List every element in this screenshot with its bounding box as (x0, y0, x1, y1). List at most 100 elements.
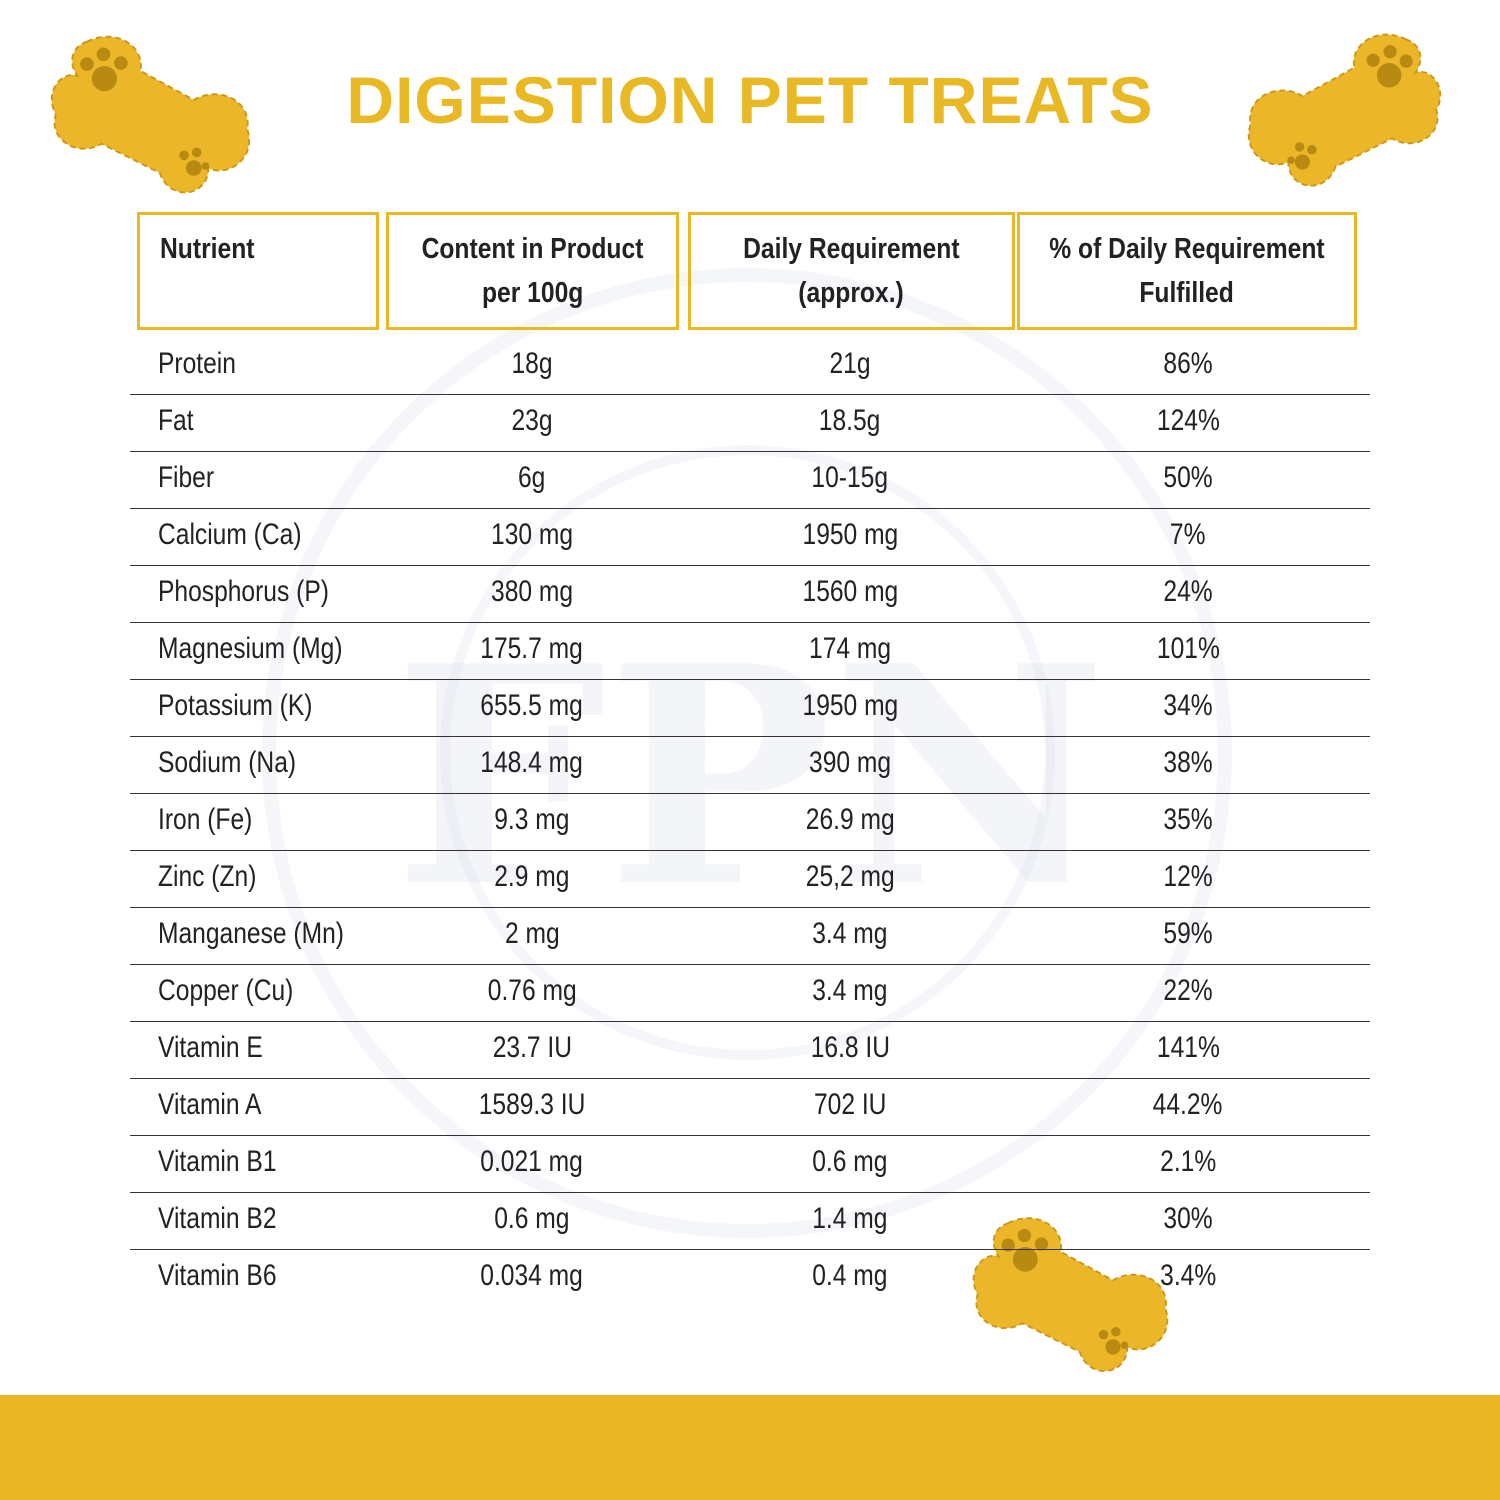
content-value-text: 23.7 IU (492, 1031, 572, 1064)
nutrient-name: Phosphorus (P) (158, 575, 366, 609)
nutrient-name: Potassium (K) (158, 689, 346, 723)
header-nutrient: Nutrient (137, 212, 379, 330)
daily-requirement-value-text: 3.4 mg (812, 974, 888, 1007)
header-text: Fulfilled (1139, 277, 1235, 309)
nutrient-name-text: Vitamin B1 (158, 1145, 277, 1178)
nutrient-name: Iron (Fe) (158, 803, 273, 837)
content-value: 2 mg (382, 917, 682, 951)
nutrient-name: Magnesium (Mg) (158, 632, 383, 666)
daily-requirement-value-text: 21g (829, 347, 871, 380)
nutrient-name-text: Phosphorus (P) (158, 575, 329, 608)
percent-fulfilled-value: 22% (1038, 974, 1338, 1008)
nutrient-name-text: Fat (158, 404, 194, 437)
content-value-text: 0.021 mg (480, 1145, 584, 1178)
daily-requirement-value: 0.6 mg (700, 1145, 1000, 1179)
daily-requirement-value-text: 18.5g (819, 404, 881, 437)
percent-fulfilled-value: 30% (1038, 1202, 1338, 1236)
nutrient-name: Fiber (158, 461, 226, 495)
content-value: 23g (382, 404, 682, 438)
content-value: 148.4 mg (382, 746, 682, 780)
percent-fulfilled-value: 7% (1038, 518, 1338, 552)
percent-fulfilled-value: 101% (1038, 632, 1338, 666)
content-value-text: 148.4 mg (480, 746, 584, 779)
header-text: per 100g (481, 277, 584, 309)
percent-fulfilled-value-text: 24% (1163, 575, 1213, 608)
percent-fulfilled-value-text: 44.2% (1153, 1088, 1223, 1121)
table-row: Zinc (Zn) 2.9 mg 25,2 mg 12% (130, 850, 1370, 908)
nutrient-name: Vitamin B1 (158, 1145, 303, 1179)
percent-fulfilled-value: 59% (1038, 917, 1338, 951)
daily-requirement-value: 3.4 mg (700, 974, 1000, 1008)
nutrient-name-text: Vitamin E (158, 1031, 263, 1064)
daily-requirement-value: 18.5g (700, 404, 1000, 438)
daily-requirement-value: 1560 mg (700, 575, 1000, 609)
percent-fulfilled-value: 38% (1038, 746, 1338, 780)
nutrient-name-text: Protein (158, 347, 236, 380)
daily-requirement-value: 0.4 mg (700, 1259, 1000, 1293)
nutrient-name-text: Copper (Cu) (158, 974, 294, 1007)
daily-requirement-value: 390 mg (700, 746, 1000, 780)
content-value-text: 175.7 mg (480, 632, 584, 665)
percent-fulfilled-value: 24% (1038, 575, 1338, 609)
daily-requirement-value: 174 mg (700, 632, 1000, 666)
daily-requirement-value-text: 16.8 IU (810, 1031, 890, 1064)
bone-paw-icon (50, 35, 251, 194)
bone-paw-icon (1247, 33, 1442, 187)
page-title: DIGESTION PET TREATS (346, 63, 1154, 137)
nutrient-name-text: Zinc (Zn) (158, 860, 257, 893)
percent-fulfilled-value: 124% (1038, 404, 1338, 438)
content-value: 9.3 mg (382, 803, 682, 837)
table-row: Calcium (Ca) 130 mg 1950 mg 7% (130, 508, 1370, 566)
percent-fulfilled-value-text: 50% (1163, 461, 1213, 494)
daily-requirement-value: 1950 mg (700, 689, 1000, 723)
nutrient-name: Calcium (Ca) (158, 518, 333, 552)
percent-fulfilled-value: 44.2% (1038, 1088, 1338, 1122)
nutrient-name: Vitamin A (158, 1088, 284, 1122)
percent-fulfilled-value: 2.1% (1038, 1145, 1338, 1179)
content-value-text: 655.5 mg (480, 689, 584, 722)
percent-fulfilled-value-text: 59% (1163, 917, 1213, 950)
content-value-text: 9.3 mg (494, 803, 570, 836)
content-value: 175.7 mg (382, 632, 682, 666)
percent-fulfilled-value-text: 101% (1156, 632, 1220, 665)
percent-fulfilled-value: 141% (1038, 1031, 1338, 1065)
content-value: 1589.3 IU (382, 1088, 682, 1122)
header-content: Content in Product per 100g (386, 212, 679, 330)
percent-fulfilled-value-text: 38% (1163, 746, 1213, 779)
nutrient-name: Vitamin B2 (158, 1202, 303, 1236)
percent-fulfilled-value-text: 7% (1170, 518, 1206, 551)
percent-fulfilled-value: 50% (1038, 461, 1338, 495)
daily-requirement-value: 1.4 mg (700, 1202, 1000, 1236)
daily-requirement-value: 10-15g (700, 461, 1000, 495)
percent-fulfilled-value-text: 35% (1163, 803, 1213, 836)
daily-requirement-value: 16.8 IU (700, 1031, 1000, 1065)
table-row: Copper (Cu) 0.76 mg 3.4 mg 22% (130, 964, 1370, 1022)
daily-requirement-value-text: 702 IU (813, 1088, 887, 1121)
content-value: 0.6 mg (382, 1202, 682, 1236)
percent-fulfilled-value: 3.4% (1038, 1259, 1338, 1293)
daily-requirement-value-text: 10-15g (811, 461, 889, 494)
content-value: 0.034 mg (382, 1259, 682, 1293)
percent-fulfilled-value-text: 22% (1163, 974, 1213, 1007)
header-text: Nutrient (160, 233, 255, 265)
percent-fulfilled-value-text: 141% (1156, 1031, 1220, 1064)
percent-fulfilled-value: 35% (1038, 803, 1338, 837)
table-row: Vitamin B6 0.034 mg 0.4 mg 3.4% (130, 1249, 1370, 1306)
nutrient-name: Zinc (Zn) (158, 860, 278, 894)
content-value: 23.7 IU (382, 1031, 682, 1065)
table-row: Vitamin A 1589.3 IU 702 IU 44.2% (130, 1078, 1370, 1136)
table-row: Vitamin E 23.7 IU 16.8 IU 141% (130, 1021, 1370, 1079)
header-text: Daily Requirement (743, 233, 960, 265)
header-text: Content in Product (421, 233, 644, 265)
header-text: (approx.) (798, 277, 905, 309)
daily-requirement-value-text: 1.4 mg (812, 1202, 888, 1235)
nutrient-name-text: Vitamin A (158, 1088, 262, 1121)
daily-requirement-value: 3.4 mg (700, 917, 1000, 951)
daily-requirement-value-text: 26.9 mg (805, 803, 895, 836)
nutrient-name-text: Vitamin B6 (158, 1259, 277, 1292)
watermark-inner-ring (440, 445, 1055, 1060)
nutrient-name: Fat (158, 404, 201, 438)
daily-requirement-value: 25,2 mg (700, 860, 1000, 894)
nutrient-name-text: Potassium (K) (158, 689, 313, 722)
